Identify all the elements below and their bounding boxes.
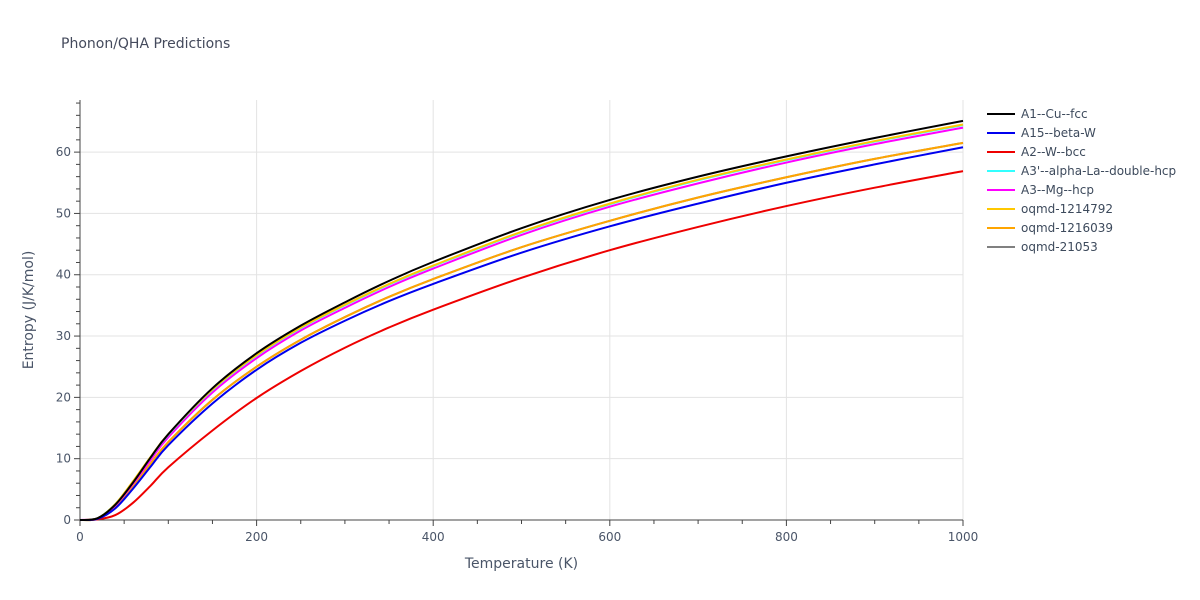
legend-label-1: A1--Cu--fcc	[1021, 107, 1088, 121]
series-line-2	[79, 146, 964, 522]
legend-label-2: A15--beta-W	[1021, 126, 1096, 140]
y-tick-label: 10	[56, 452, 71, 466]
series-line-5	[79, 126, 964, 521]
y-tick-label: 60	[56, 145, 71, 159]
x-tick-label: 0	[76, 530, 84, 544]
legend-label-5: A3--Mg--hcp	[1021, 183, 1094, 197]
x-tick-label: 400	[422, 530, 445, 544]
x-tick-label: 800	[775, 530, 798, 544]
series-line-1	[79, 119, 964, 521]
y-axis-title: Entropy (J/K/mol)	[21, 251, 37, 370]
series-line-8	[79, 141, 964, 522]
legend-label-6: oqmd-1214792	[1021, 202, 1113, 216]
legend-label-4: A3'--alpha-La--double-hcp	[1021, 164, 1176, 178]
y-tick-label: 20	[56, 390, 71, 404]
y-tick-label: 40	[56, 268, 71, 282]
y-tick-label: 30	[56, 329, 71, 343]
y-tick-label: 50	[56, 206, 71, 220]
x-tick-label: 1000	[948, 530, 979, 544]
x-axis-title: Temperature (K)	[464, 556, 578, 572]
series-line-6	[79, 123, 964, 521]
series-line-3	[79, 170, 964, 521]
legend-label-7: oqmd-1216039	[1021, 221, 1113, 235]
series-line-4	[79, 124, 964, 521]
legend-label-8: oqmd-21053	[1021, 240, 1098, 254]
x-tick-label: 200	[245, 530, 268, 544]
legend-label-3: A2--W--bcc	[1021, 145, 1086, 159]
y-tick-label: 0	[63, 513, 71, 527]
chart-title: Phonon/QHA Predictions	[61, 36, 231, 52]
series-line-7	[79, 141, 964, 522]
x-tick-label: 600	[598, 530, 621, 544]
